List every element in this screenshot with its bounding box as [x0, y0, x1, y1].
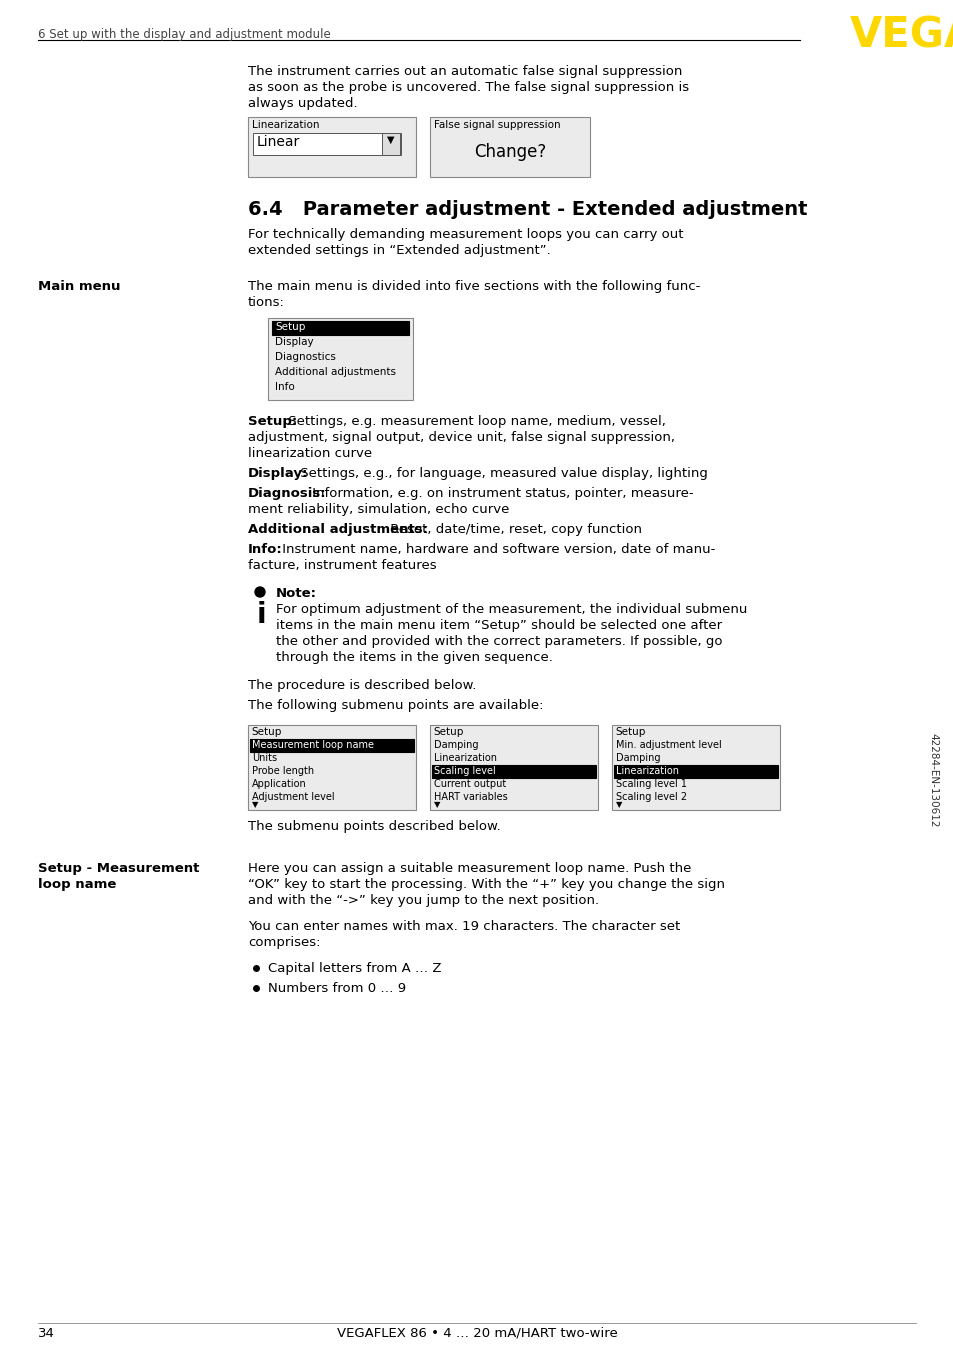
Text: ▼: ▼ [387, 135, 395, 145]
Text: Additional adjustments: Additional adjustments [274, 367, 395, 376]
Bar [432, 765, 596, 779]
Text: through the items in the given sequence.: through the items in the given sequence. [275, 651, 553, 663]
Text: Scaling level 2: Scaling level 2 [616, 792, 686, 802]
Text: ▼: ▼ [434, 800, 440, 808]
Text: You can enter names with max. 19 characters. The character set: You can enter names with max. 19 charact… [248, 919, 679, 933]
Text: For technically demanding measurement loops you can carry out: For technically demanding measurement lo… [248, 227, 682, 241]
Text: Info: Info [274, 382, 294, 393]
Text: Information, e.g. on instrument status, pointer, measure-: Information, e.g. on instrument status, … [308, 487, 693, 500]
Text: comprises:: comprises: [248, 936, 320, 949]
Text: Linearization: Linearization [434, 753, 497, 764]
Bar [253, 133, 400, 154]
Bar [612, 724, 780, 810]
Text: Units: Units [252, 753, 276, 764]
Text: items in the main menu item “Setup” should be selected one after: items in the main menu item “Setup” shou… [275, 619, 721, 632]
Text: Linearization: Linearization [252, 121, 319, 130]
Text: For optimum adjustment of the measurement, the individual submenu: For optimum adjustment of the measuremen… [275, 603, 746, 616]
Text: False signal suppression: False signal suppression [434, 121, 560, 130]
Text: Application: Application [252, 779, 307, 789]
Bar [250, 739, 414, 751]
Text: ▼: ▼ [252, 800, 258, 808]
Text: VEGAFLEX 86 • 4 … 20 mA/HART two-wire: VEGAFLEX 86 • 4 … 20 mA/HART two-wire [336, 1327, 617, 1340]
Text: VEGA: VEGA [849, 15, 953, 57]
Text: Setup: Setup [615, 727, 644, 737]
Text: Reset, date/time, reset, copy function: Reset, date/time, reset, copy function [386, 523, 641, 536]
Text: Settings, e.g., for language, measured value display, lighting: Settings, e.g., for language, measured v… [295, 467, 707, 481]
Text: Main menu: Main menu [38, 280, 120, 292]
Text: Setup: Setup [433, 727, 463, 737]
Text: Note:: Note: [275, 588, 316, 600]
Text: adjustment, signal output, device unit, false signal suppression,: adjustment, signal output, device unit, … [248, 431, 675, 444]
Text: tions:: tions: [248, 297, 285, 309]
Text: 6.4   Parameter adjustment - Extended adjustment: 6.4 Parameter adjustment - Extended adju… [248, 200, 806, 219]
Text: 6 Set up with the display and adjustment module: 6 Set up with the display and adjustment… [38, 28, 331, 41]
Text: Capital letters from A … Z: Capital letters from A … Z [268, 961, 441, 975]
Text: Instrument name, hardware and software version, date of manu-: Instrument name, hardware and software v… [277, 543, 715, 556]
Text: Min. adjustment level: Min. adjustment level [616, 741, 721, 750]
Text: extended settings in “Extended adjustment”.: extended settings in “Extended adjustmen… [248, 244, 550, 257]
Text: Scaling level 1: Scaling level 1 [616, 779, 686, 789]
Text: Scaling level: Scaling level [434, 766, 496, 776]
Text: facture, instrument features: facture, instrument features [248, 559, 436, 571]
Bar [381, 133, 399, 154]
Text: ment reliability, simulation, echo curve: ment reliability, simulation, echo curve [248, 502, 509, 516]
Text: The main menu is divided into five sections with the following func-: The main menu is divided into five secti… [248, 280, 700, 292]
Text: loop name: loop name [38, 877, 116, 891]
Text: ▼: ▼ [616, 800, 622, 808]
Text: 42284-EN-130612: 42284-EN-130612 [927, 733, 937, 827]
Text: Setup: Setup [274, 322, 305, 332]
Bar [614, 765, 778, 779]
Text: Display:: Display: [248, 467, 308, 481]
Circle shape [254, 588, 265, 597]
Text: Adjustment level: Adjustment level [252, 792, 335, 802]
Text: Setup - Measurement: Setup - Measurement [38, 862, 199, 875]
Text: the other and provided with the correct parameters. If possible, go: the other and provided with the correct … [275, 635, 721, 649]
Text: always updated.: always updated. [248, 97, 357, 110]
Bar [272, 321, 409, 334]
Text: The procedure is described below.: The procedure is described below. [248, 678, 476, 692]
Text: Damping: Damping [616, 753, 659, 764]
Text: Linearization: Linearization [616, 766, 679, 776]
Text: Setup:: Setup: [248, 414, 297, 428]
Text: Diagnosis:: Diagnosis: [248, 487, 326, 500]
Text: The instrument carries out an automatic false signal suppression: The instrument carries out an automatic … [248, 65, 681, 79]
Text: and with the “->” key you jump to the next position.: and with the “->” key you jump to the ne… [248, 894, 598, 907]
Bar [430, 724, 598, 810]
Text: Damping: Damping [434, 741, 478, 750]
Text: Display: Display [274, 337, 314, 347]
Text: Diagnostics: Diagnostics [274, 352, 335, 362]
Text: Info:: Info: [248, 543, 282, 556]
Text: Settings, e.g. measurement loop name, medium, vessel,: Settings, e.g. measurement loop name, me… [284, 414, 665, 428]
Text: The submenu points described below.: The submenu points described below. [248, 821, 500, 833]
Text: Probe length: Probe length [252, 766, 314, 776]
Bar [248, 116, 416, 177]
Text: Current output: Current output [434, 779, 506, 789]
Text: Measurement loop name: Measurement loop name [252, 741, 374, 750]
Bar [430, 116, 589, 177]
Text: linearization curve: linearization curve [248, 447, 372, 460]
Text: Additional adjustments:: Additional adjustments: [248, 523, 428, 536]
Text: Change?: Change? [474, 144, 545, 161]
Text: Linear: Linear [256, 135, 300, 149]
Text: Here you can assign a suitable measurement loop name. Push the: Here you can assign a suitable measureme… [248, 862, 691, 875]
Text: The following submenu points are available:: The following submenu points are availab… [248, 699, 543, 712]
Text: Numbers from 0 … 9: Numbers from 0 … 9 [268, 982, 406, 995]
Bar [248, 724, 416, 810]
Text: 34: 34 [38, 1327, 55, 1340]
Text: as soon as the probe is uncovered. The false signal suppression is: as soon as the probe is uncovered. The f… [248, 81, 688, 93]
Text: i: i [256, 601, 266, 630]
Text: HART variables: HART variables [434, 792, 507, 802]
Text: “OK” key to start the processing. With the “+” key you change the sign: “OK” key to start the processing. With t… [248, 877, 724, 891]
Text: Setup: Setup [251, 727, 281, 737]
Bar [268, 318, 413, 399]
